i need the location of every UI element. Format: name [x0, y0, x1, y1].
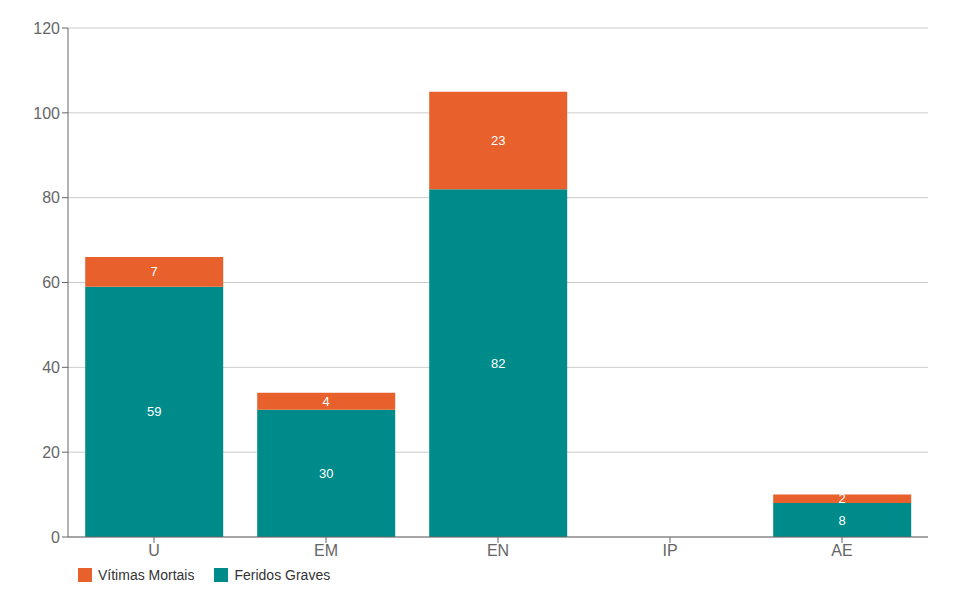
svg-text:23: 23	[491, 133, 505, 148]
svg-text:2: 2	[839, 491, 846, 506]
svg-text:80: 80	[42, 189, 60, 206]
svg-text:120: 120	[33, 20, 60, 37]
svg-text:0: 0	[51, 529, 60, 546]
svg-text:AE: AE	[831, 542, 852, 559]
svg-text:IP: IP	[662, 542, 677, 559]
svg-text:U: U	[148, 542, 160, 559]
svg-text:59: 59	[147, 404, 161, 419]
svg-text:7: 7	[151, 264, 158, 279]
svg-text:8: 8	[839, 513, 846, 528]
svg-text:EN: EN	[487, 542, 509, 559]
svg-text:60: 60	[42, 274, 60, 291]
html-text:Feridos Graves: Feridos Graves	[234, 567, 331, 583]
svg-text:100: 100	[33, 105, 60, 122]
svg-text:EM: EM	[314, 542, 338, 559]
svg-text:82: 82	[491, 356, 505, 371]
html-text:Vítimas Mortais: Vítimas Mortais	[98, 567, 195, 583]
svg-text:20: 20	[42, 444, 60, 461]
svg-text:30: 30	[319, 466, 333, 481]
svg-text:40: 40	[42, 359, 60, 376]
svg-text:4: 4	[323, 394, 330, 409]
